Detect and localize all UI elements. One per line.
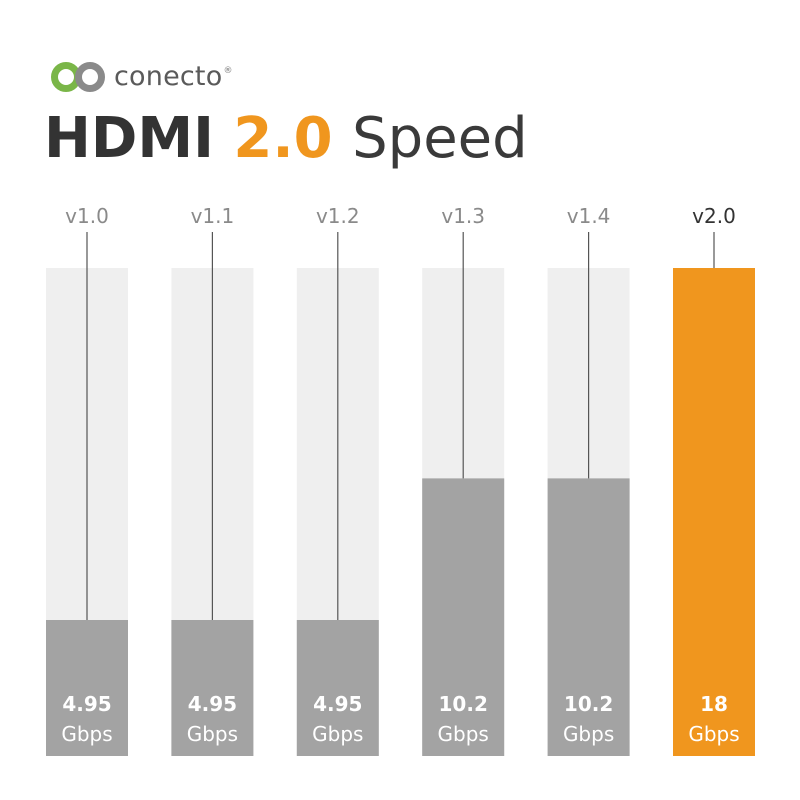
bar-value-label: 10.2 [439,692,488,716]
version-label: v1.0 [65,204,109,228]
bar-value-label: 4.95 [188,692,237,716]
bar-unit-label: Gbps [187,722,238,746]
title-part-speed: Speed [352,106,528,171]
conecto-logo-icon [51,62,105,92]
bar-unit-label: Gbps [688,722,739,746]
brand-logo: conecto® [50,60,233,94]
bar [422,478,505,756]
version-label: v1.2 [316,204,360,228]
brand-name: conecto® [114,61,233,92]
version-label: v1.3 [441,204,485,228]
page-title: HDMI 2.0 Speed [44,106,528,172]
bar-value-label: 18 [700,692,728,716]
bar [171,620,254,756]
bar-unit-label: Gbps [61,722,112,746]
bar-unit-label: Gbps [438,722,489,746]
title-part-hdmi: HDMI [44,106,214,171]
version-label: v2.0 [692,204,736,228]
title-part-version: 2.0 [233,106,333,171]
registered-mark: ® [223,65,233,76]
bar-highlight [673,268,755,756]
bar-unit-label: Gbps [563,722,614,746]
bar-unit-label: Gbps [312,722,363,746]
brand-name-text: conecto [114,60,223,92]
bar [547,478,630,756]
bar-value-label: 4.95 [62,692,111,716]
bar-value-label: 4.95 [313,692,362,716]
version-label: v1.1 [191,204,235,228]
bar [296,620,379,756]
version-label: v1.4 [567,204,611,228]
bar-value-label: 10.2 [564,692,613,716]
bar [46,620,128,756]
